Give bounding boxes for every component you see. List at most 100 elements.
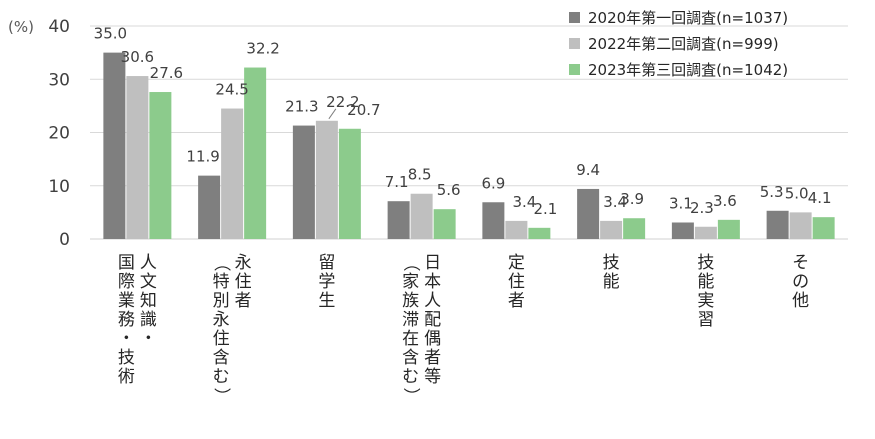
data-label: 21.3 (285, 98, 318, 116)
data-label: 7.1 (385, 173, 409, 191)
y-tick-label: 10 (48, 177, 70, 197)
data-label: 3.1 (669, 194, 693, 212)
y-tick-label: 40 (48, 17, 70, 37)
category-char: の (792, 272, 809, 292)
category-char: 永 (213, 310, 230, 330)
legend-label: 2023年第三回調査(n=1042) (588, 61, 788, 79)
bar (623, 218, 646, 239)
bar (292, 125, 315, 239)
category-char: 際 (118, 272, 135, 292)
legend: 2020年第一回調査(n=1037) 2022年第二回調査(n=999) 2023年… (569, 9, 788, 79)
category-char: 偶 (424, 329, 441, 349)
data-label: 2.1 (533, 200, 557, 218)
category-char: 本 (424, 272, 441, 292)
category-char: （ (211, 255, 231, 272)
data-label: 3.6 (713, 192, 737, 210)
category-char: 知 (140, 291, 157, 311)
bar (577, 188, 600, 239)
data-label: 35.0 (94, 25, 127, 43)
data-labels: 35.0 11.9 21.3 7.1 6.9 9.4 3.1 5.3 30.6 24.5 22.2 8… (94, 25, 832, 218)
bar (766, 210, 789, 239)
data-label: 6.9 (481, 174, 505, 192)
category-char: 識 (140, 310, 157, 330)
category-char: 特 (213, 272, 230, 292)
bar (387, 201, 410, 239)
category-char: 定 (508, 253, 525, 273)
bar (528, 227, 551, 239)
bar (315, 120, 338, 239)
category-char: 能 (697, 272, 714, 292)
category-char: 留 (318, 253, 335, 273)
category-char: 実 (697, 291, 714, 311)
category-char: 家 (402, 272, 419, 292)
bar (103, 52, 126, 239)
y-tick-label: 0 (59, 230, 70, 250)
category-char: 者 (424, 348, 441, 368)
category-char: ・ (140, 329, 157, 349)
category-char: 他 (792, 291, 809, 311)
bar (244, 67, 267, 239)
data-label: 2.3 (690, 199, 714, 217)
y-unit-label: (%) (8, 18, 34, 36)
data-label: 22.2 (326, 93, 359, 111)
data-label: 24.5 (215, 81, 248, 99)
category-char: 住 (235, 272, 252, 292)
category-char: 生 (318, 291, 335, 311)
category-char: そ (792, 253, 809, 273)
category-char: 含 (213, 348, 230, 368)
legend-swatch (569, 64, 580, 75)
data-label: 3.4 (512, 193, 536, 211)
category-char: 国 (118, 253, 135, 273)
y-tick-label: 30 (48, 70, 70, 90)
category-char: 滞 (402, 310, 419, 330)
category-char: 技 (603, 253, 620, 273)
data-label: 30.6 (121, 48, 154, 66)
bar (789, 212, 812, 239)
category-char: 業 (118, 291, 135, 311)
category-char: 者 (508, 291, 525, 311)
category-char: 別 (213, 291, 230, 311)
category-char: 務 (118, 310, 135, 330)
category-labels: 人文知識・国際業務・技術永住者（特別永住含む）留学生日本人配偶者等（家族滞在含む… (118, 253, 809, 405)
bar (410, 193, 433, 239)
bars (103, 52, 835, 240)
legend-swatch (569, 12, 580, 23)
category-char: む (402, 367, 419, 387)
bar (694, 226, 717, 239)
category-char: 能 (603, 272, 620, 292)
bar (338, 128, 361, 239)
category-char: 永 (235, 253, 252, 273)
bar (671, 222, 694, 239)
data-label: 3.4 (603, 193, 627, 211)
category-char: 技 (697, 253, 714, 273)
data-label: 11.9 (186, 148, 219, 166)
bar (505, 220, 528, 239)
data-label: 4.1 (808, 189, 832, 207)
data-label: 5.6 (437, 181, 461, 199)
category-char: ・ (118, 329, 135, 349)
bar (600, 220, 623, 239)
legend-label: 2022年第二回調査(n=999) (588, 35, 779, 53)
category-char: 日 (424, 253, 441, 273)
legend-swatch (569, 38, 580, 49)
y-axis: 0 10 20 30 40 (48, 17, 70, 250)
bar (221, 108, 244, 239)
bar (717, 219, 740, 239)
data-label: 3.9 (620, 190, 644, 208)
bar (433, 209, 456, 239)
category-char: 人 (140, 253, 157, 273)
data-label: 32.2 (246, 40, 279, 58)
data-label: 5.0 (785, 184, 809, 202)
category-char: 住 (213, 329, 230, 349)
data-label: 8.5 (408, 166, 432, 184)
category-char: 者 (235, 291, 252, 311)
category-char: ） (401, 388, 421, 405)
category-char: 住 (508, 272, 525, 292)
data-label: 9.4 (576, 161, 600, 179)
category-char: 術 (118, 367, 135, 387)
bar (126, 76, 149, 240)
bar (198, 175, 221, 239)
leader-line (328, 108, 337, 120)
category-char: 配 (424, 310, 441, 330)
